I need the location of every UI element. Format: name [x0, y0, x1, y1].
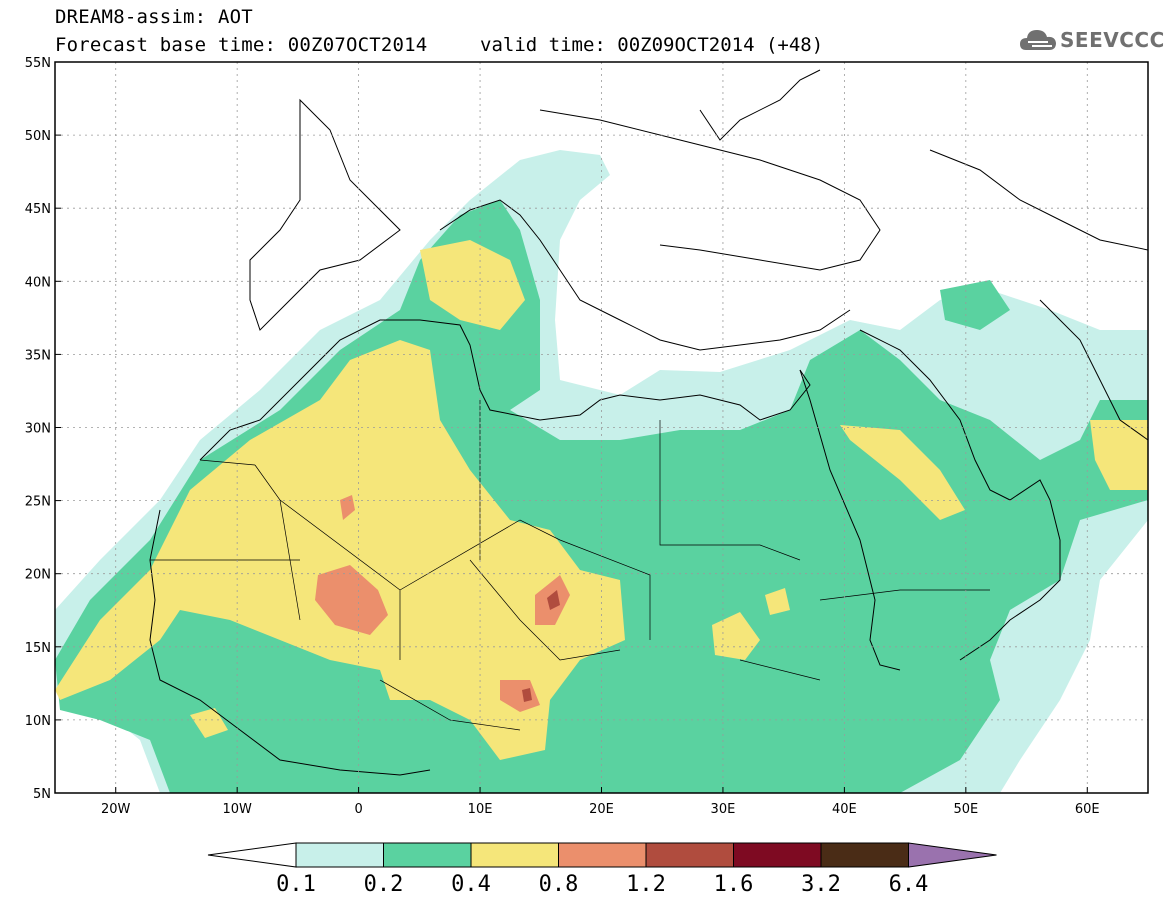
colorbar-label: 3.2	[801, 872, 841, 897]
cloud-logo-icon	[1020, 30, 1056, 50]
colorbar-label: 0.1	[276, 872, 316, 897]
lat-label: 50N	[25, 129, 51, 144]
colorbar-swatch	[645, 842, 734, 868]
coastlines	[149, 69, 1148, 776]
colorbar-label: 0.2	[364, 872, 404, 897]
colorbar-over-triangle	[908, 842, 997, 868]
lon-label: 10E	[468, 802, 493, 817]
lat-label: 25N	[25, 495, 51, 510]
lon-label: 0	[354, 802, 362, 817]
aot-band-0.8-algeria	[340, 495, 355, 520]
aot-band-0.4-blob	[712, 612, 760, 660]
colorbar-label: 0.8	[539, 872, 579, 897]
lon-label: 50E	[953, 802, 978, 817]
lon-label: 40E	[832, 802, 857, 817]
lat-label: 5N	[33, 787, 51, 802]
aot-band-0.4-blob4	[1090, 420, 1148, 490]
valid-time: valid time: 00Z09OCT2014 (+48)	[480, 34, 824, 56]
aot-band-0.8-mali	[315, 565, 388, 635]
colorbar-label: 0.4	[451, 872, 491, 897]
lat-label: 45N	[25, 202, 51, 217]
colorbar-swatch	[295, 842, 384, 868]
colorbar-label: 1.2	[626, 872, 666, 897]
lat-label: 30N	[25, 422, 51, 437]
aot-band-0.4-blob2	[765, 588, 790, 615]
aot-band-0.4-sardinia	[420, 240, 525, 330]
lon-label: 10W	[222, 802, 252, 817]
logo-text: SEEVCCC	[1060, 28, 1165, 52]
colorbar-swatch	[558, 842, 647, 868]
lat-label: 10N	[25, 714, 51, 729]
aot-band-1.2-b	[522, 688, 532, 702]
lat-label: 35N	[25, 348, 51, 363]
aot-band-1.2	[547, 590, 560, 610]
lat-label: 55N	[25, 56, 51, 71]
colorbar-label: 1.6	[714, 872, 754, 897]
forecast-base-time: Forecast base time: 00Z07OCT2014	[55, 34, 428, 56]
colorbar-label: 6.4	[889, 872, 929, 897]
lat-label: 20N	[25, 568, 51, 583]
colorbar-swatch	[383, 842, 472, 868]
aot-band-0.2-east	[940, 280, 1010, 330]
lon-axis: 20W 10W 0 10E 20E 30E 40E 50E 60E	[101, 787, 1100, 817]
aot-band-0.4	[55, 340, 625, 760]
lon-label: 60E	[1075, 802, 1100, 817]
lon-label: 30E	[711, 802, 736, 817]
colorbar-swatch	[470, 842, 559, 868]
colorbar-under-triangle	[207, 842, 297, 868]
aot-band-0.4-arabia	[840, 425, 965, 520]
map-title: DREAM8-assim: AOT	[55, 6, 253, 28]
colorbar-swatch	[733, 842, 822, 868]
aot-band-0.4-blob3	[190, 708, 228, 738]
colorbar: 0.1 0.2 0.4 0.8 1.2 1.6 3.2 6.4	[207, 842, 997, 897]
grid	[55, 62, 1148, 793]
lon-label: 20W	[101, 802, 131, 817]
lat-label: 40N	[25, 275, 51, 290]
lon-label: 20E	[589, 802, 614, 817]
colorbar-swatch	[820, 842, 909, 868]
lat-label: 15N	[25, 641, 51, 656]
lat-axis: 55N 50N 45N 40N 35N 30N 25N 20N 15N 10N 5N	[25, 56, 61, 802]
country-borders	[150, 400, 990, 731]
